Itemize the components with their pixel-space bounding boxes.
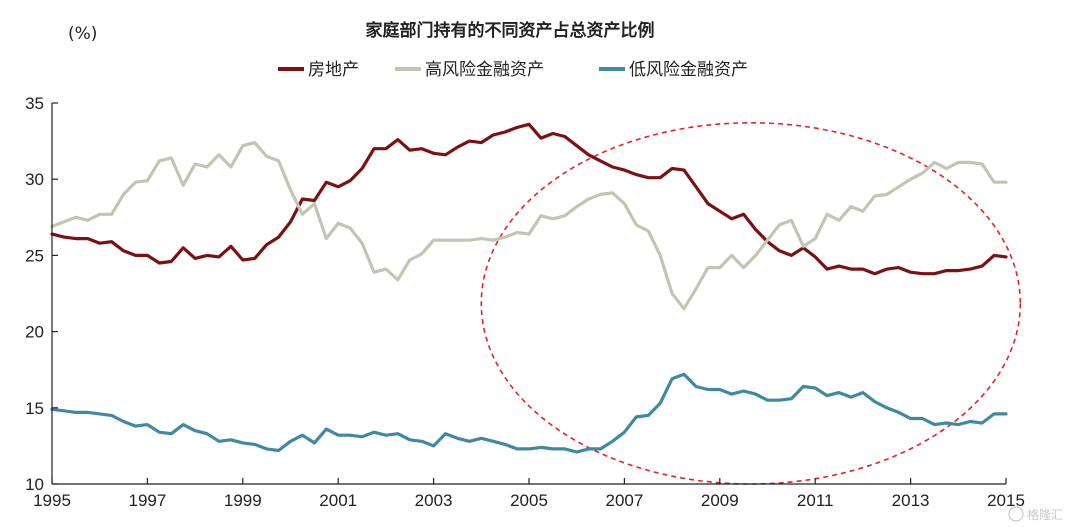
y-axis-ticks: 10 15 20 25 30 35 xyxy=(25,94,58,494)
x-tick-label: 1995 xyxy=(33,491,71,510)
series-line-1 xyxy=(50,122,1008,276)
chart-legend: 房地产 高风险金融资产 低风险金融资产 xyxy=(278,60,748,80)
highlight-ellipse xyxy=(480,122,1022,485)
axes xyxy=(51,103,1006,485)
watermark-text: 格隆汇 xyxy=(1027,507,1063,522)
watermark-logo-icon xyxy=(1008,506,1024,522)
x-tick-label: 2009 xyxy=(701,491,739,510)
series-line-3 xyxy=(50,372,1008,454)
x-tick-label: 1997 xyxy=(128,491,166,510)
x-tick-label: 2005 xyxy=(510,491,548,510)
x-tick-label: 2013 xyxy=(892,491,930,510)
y-axis-unit-label: (%) xyxy=(68,24,97,44)
x-tick-label: 2015 xyxy=(987,491,1025,510)
y-tick-label: 10 xyxy=(25,475,44,494)
x-tick-label: 2001 xyxy=(319,491,357,510)
x-tick-label: 2003 xyxy=(415,491,453,510)
series-layer xyxy=(50,122,1008,454)
y-tick-label: 25 xyxy=(25,246,44,265)
watermark: 格隆汇 xyxy=(1008,506,1063,522)
chart-title: 家庭部门持有的不同资产占总资产比例 xyxy=(366,20,655,41)
y-tick-label: 30 xyxy=(25,170,44,189)
legend-label: 房地产 xyxy=(308,60,359,80)
x-tick-label: 2007 xyxy=(605,491,643,510)
x-axis-ticks: 1995 1997 1999 2001 2003 2005 2007 2009 2011 2013… xyxy=(33,478,1025,510)
series-line-2 xyxy=(50,141,1008,311)
legend-label: 低风险金融资产 xyxy=(629,60,748,80)
x-tick-label: 2011 xyxy=(797,491,834,510)
legend-label: 高风险金融资产 xyxy=(425,60,544,80)
y-tick-label: 15 xyxy=(25,399,44,418)
annotation-layer xyxy=(480,122,1022,485)
y-tick-label: 35 xyxy=(25,94,44,113)
x-tick-label: 1999 xyxy=(224,491,262,510)
y-tick-label: 20 xyxy=(25,323,44,342)
